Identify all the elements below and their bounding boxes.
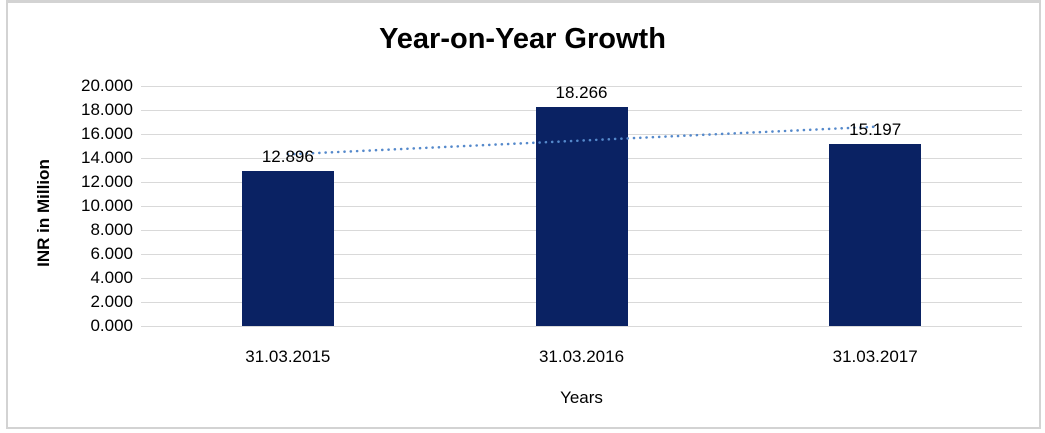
bar xyxy=(535,106,628,326)
chart-title: Year-on-Year Growth xyxy=(379,23,666,55)
x-axis-tick-label: 31.03.2016 xyxy=(538,347,625,366)
y-axis-tick-label: 12.000 xyxy=(81,172,133,191)
y-axis-tick-label: 20.000 xyxy=(81,76,133,95)
y-axis-tick-label: 0.000 xyxy=(90,316,133,335)
bar-data-label: 18.266 xyxy=(555,82,608,102)
y-axis-tick-label: 18.000 xyxy=(81,100,133,119)
bar-data-label: 15.197 xyxy=(849,119,902,139)
trendline-path xyxy=(286,125,877,156)
bar xyxy=(829,143,922,326)
y-axis-tick-label: 8.000 xyxy=(90,220,133,239)
x-axis-title: Years xyxy=(560,388,603,407)
y-axis-tick-label: 2.000 xyxy=(90,292,133,311)
y-axis-tick-label: 16.000 xyxy=(81,124,133,143)
x-axis-tick-label: 31.03.2015 xyxy=(245,347,331,366)
y-axis-tick-label: 10.000 xyxy=(81,196,133,215)
x-axis-tick-label: 31.03.2017 xyxy=(832,347,918,366)
y-axis-tick-label: 14.000 xyxy=(81,148,133,167)
y-axis-tick-label: 4.000 xyxy=(90,268,133,287)
y-axis-tick-label: 6.000 xyxy=(90,244,133,263)
gridline xyxy=(141,325,1022,327)
bar-data-label: 12.896 xyxy=(261,147,314,167)
y-axis-title: INR in Million xyxy=(34,159,53,267)
gridline xyxy=(141,85,1022,87)
bar xyxy=(241,171,334,326)
